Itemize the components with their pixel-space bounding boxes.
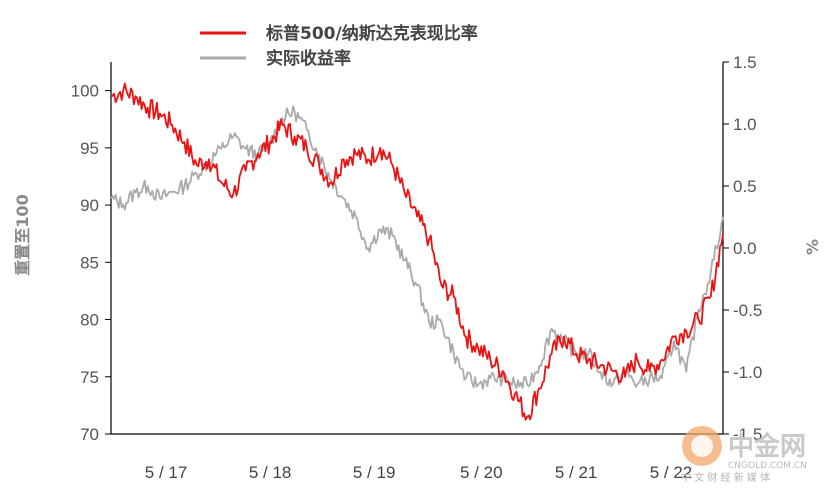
watermark-logo-inner <box>691 435 713 457</box>
left-tick-label: 80 <box>80 311 99 330</box>
left-axis-title: 重置至100 <box>13 194 32 275</box>
watermark: 中金网 CNGOLD.COM.CN 中 文 财 经 新 媒 体 <box>681 426 807 484</box>
legend-label-yield: 实际收益率 <box>266 48 351 69</box>
right-tick-label: -1.0 <box>733 363 762 382</box>
left-tick-label: 90 <box>80 196 99 215</box>
left-tick-label: 70 <box>80 425 99 444</box>
left-tick-label: 95 <box>80 139 99 158</box>
right-axis-title: % <box>803 239 822 255</box>
x-tick-label: 5 / 17 <box>145 463 188 482</box>
watermark-domain: CNGOLD.COM.CN <box>728 461 807 471</box>
right-tick-label: -1.5 <box>733 425 762 444</box>
x-tick-label: 5 / 20 <box>460 463 503 482</box>
x-tick-label: 5 / 21 <box>555 463 598 482</box>
left-tick-label: 85 <box>80 253 99 272</box>
legend-label-ratio: 标普500/纳斯达克表现比率 <box>266 23 478 44</box>
right-tick-label: 1.5 <box>733 53 757 72</box>
right-tick-label: 0.0 <box>733 239 757 258</box>
right-tick-label: 0.5 <box>733 177 757 196</box>
right-tick-label: 1.0 <box>733 115 757 134</box>
left-tick-label: 75 <box>80 368 99 387</box>
x-tick-label: 5 / 22 <box>650 463 693 482</box>
right-tick-label: -0.5 <box>733 301 762 320</box>
x-tick-label: 5 / 18 <box>249 463 292 482</box>
series-line-ratio <box>110 82 724 421</box>
x-tick-label: 5 / 19 <box>353 463 396 482</box>
left-tick-label: 100 <box>71 82 99 101</box>
watermark-slogan: 中 文 财 经 新 媒 体 <box>681 471 770 484</box>
watermark-brand: 中金网 <box>728 431 806 462</box>
legend: 标普500/纳斯达克表现比率 实际收益率 <box>200 23 478 69</box>
series-line-yield <box>110 105 724 390</box>
